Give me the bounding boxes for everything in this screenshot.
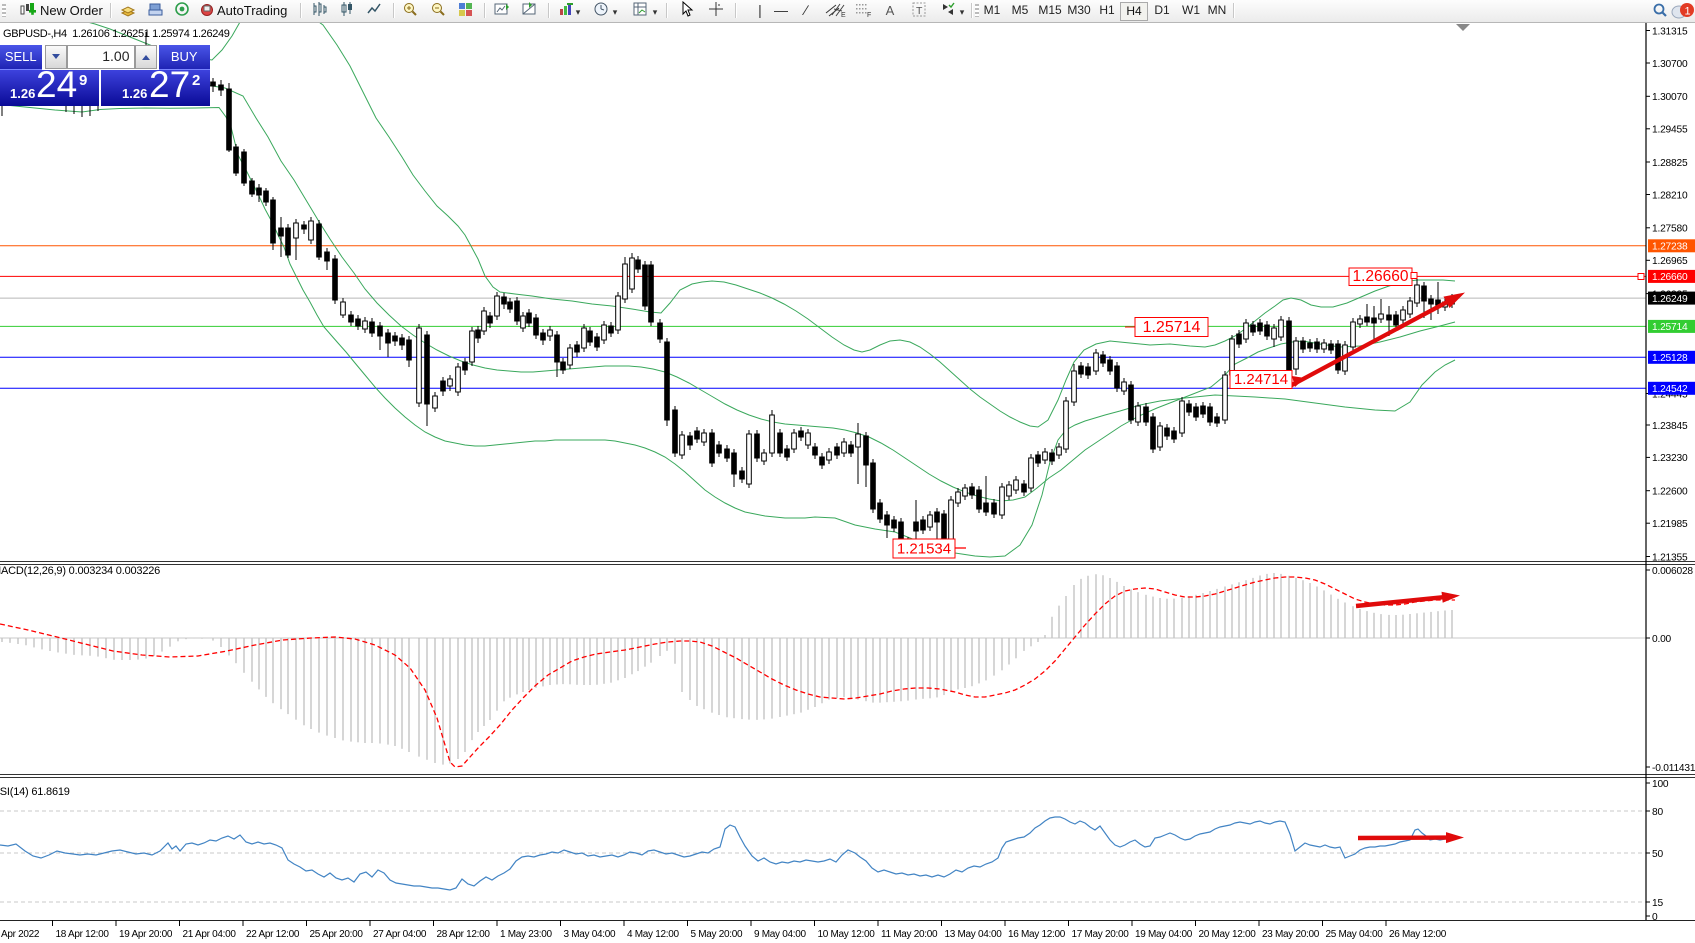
svg-text:19 May 04:00: 19 May 04:00 bbox=[1135, 929, 1193, 940]
svg-text:23 May 20:00: 23 May 20:00 bbox=[1262, 929, 1320, 940]
svg-text:1.31315: 1.31315 bbox=[1652, 26, 1688, 37]
svg-text:11 May 20:00: 11 May 20:00 bbox=[881, 929, 938, 940]
svg-text:1.22600: 1.22600 bbox=[1652, 487, 1688, 498]
svg-text:26 May 12:00: 26 May 12:00 bbox=[1389, 929, 1447, 940]
svg-text:15: 15 bbox=[1652, 898, 1663, 909]
svg-text:GBPUSD-,H4 1.26106 1.26251 1.: GBPUSD-,H4 1.26106 1.26251 1.25974 1.262… bbox=[3, 28, 230, 40]
svg-text:25 May 04:00: 25 May 04:00 bbox=[1326, 929, 1384, 940]
svg-text:10 May 12:00: 10 May 12:00 bbox=[818, 929, 876, 940]
svg-text:1.21534: 1.21534 bbox=[897, 541, 951, 558]
svg-text:13 May 04:00: 13 May 04:00 bbox=[945, 929, 1003, 940]
svg-text:1: 1 bbox=[1685, 6, 1691, 18]
svg-text:1.26660: 1.26660 bbox=[1652, 272, 1688, 283]
svg-text:16 May 12:00: 16 May 12:00 bbox=[1008, 929, 1066, 940]
svg-text:1.26249: 1.26249 bbox=[1652, 294, 1688, 305]
svg-text:1.27238: 1.27238 bbox=[1652, 242, 1688, 253]
svg-text:1.21355: 1.21355 bbox=[1652, 552, 1688, 563]
svg-text:1.24542: 1.24542 bbox=[1652, 384, 1688, 395]
svg-text:3 May 04:00: 3 May 04:00 bbox=[564, 929, 616, 940]
svg-text:1.25714: 1.25714 bbox=[1143, 319, 1201, 336]
svg-text:100: 100 bbox=[1652, 779, 1669, 790]
svg-text:E: E bbox=[841, 12, 846, 18]
svg-text:25 Apr 20:00: 25 Apr 20:00 bbox=[310, 929, 364, 940]
svg-text:50: 50 bbox=[1652, 849, 1663, 860]
svg-text:RSI(14) 61.8619: RSI(14) 61.8619 bbox=[0, 786, 70, 798]
svg-text:4 May 12:00: 4 May 12:00 bbox=[627, 929, 679, 940]
svg-text:27 Apr 04:00: 27 Apr 04:00 bbox=[373, 929, 427, 940]
svg-text:-0.011431: -0.011431 bbox=[1652, 763, 1695, 774]
svg-text:19 Apr 20:00: 19 Apr 20:00 bbox=[119, 929, 173, 940]
svg-text:MACD(12,26,9) 0.003234 0.00322: MACD(12,26,9) 0.003234 0.003226 bbox=[0, 565, 160, 577]
svg-text:17 May 20:00: 17 May 20:00 bbox=[1072, 929, 1130, 940]
svg-text:T: T bbox=[916, 5, 923, 17]
svg-text:1.23230: 1.23230 bbox=[1652, 453, 1688, 464]
svg-text:1.24714: 1.24714 bbox=[1234, 371, 1288, 388]
svg-text:0: 0 bbox=[1652, 912, 1658, 923]
svg-text:20 May 12:00: 20 May 12:00 bbox=[1199, 929, 1257, 940]
svg-text:22 Apr 12:00: 22 Apr 12:00 bbox=[246, 929, 300, 940]
svg-text:0.006028: 0.006028 bbox=[1652, 566, 1693, 577]
svg-text:21 Apr 04:00: 21 Apr 04:00 bbox=[183, 929, 237, 940]
svg-text:18 Apr 12:00: 18 Apr 12:00 bbox=[56, 929, 110, 940]
svg-text:80: 80 bbox=[1652, 807, 1663, 818]
svg-text:1.27580: 1.27580 bbox=[1652, 224, 1688, 235]
svg-text:1.25714: 1.25714 bbox=[1652, 322, 1688, 333]
svg-text:1.26660: 1.26660 bbox=[1352, 268, 1408, 285]
svg-text:1.23845: 1.23845 bbox=[1652, 421, 1688, 432]
svg-text:1.30070: 1.30070 bbox=[1652, 92, 1688, 103]
svg-text:9 May 04:00: 9 May 04:00 bbox=[754, 929, 806, 940]
svg-text:Apr 2022: Apr 2022 bbox=[1, 929, 40, 940]
svg-text:1.30700: 1.30700 bbox=[1652, 59, 1688, 70]
svg-text:1.21985: 1.21985 bbox=[1652, 519, 1688, 530]
svg-text:F: F bbox=[867, 12, 871, 18]
svg-text:1.28210: 1.28210 bbox=[1652, 190, 1688, 201]
svg-text:1.29455: 1.29455 bbox=[1652, 125, 1688, 136]
svg-text:28 Apr 12:00: 28 Apr 12:00 bbox=[437, 929, 491, 940]
svg-text:5 May 20:00: 5 May 20:00 bbox=[691, 929, 743, 940]
svg-text:1.28825: 1.28825 bbox=[1652, 158, 1688, 169]
svg-text:1.26965: 1.26965 bbox=[1652, 256, 1688, 267]
svg-text:1.25128: 1.25128 bbox=[1652, 353, 1688, 364]
svg-text:1 May 23:00: 1 May 23:00 bbox=[500, 929, 552, 940]
svg-text:0.00: 0.00 bbox=[1652, 634, 1672, 645]
